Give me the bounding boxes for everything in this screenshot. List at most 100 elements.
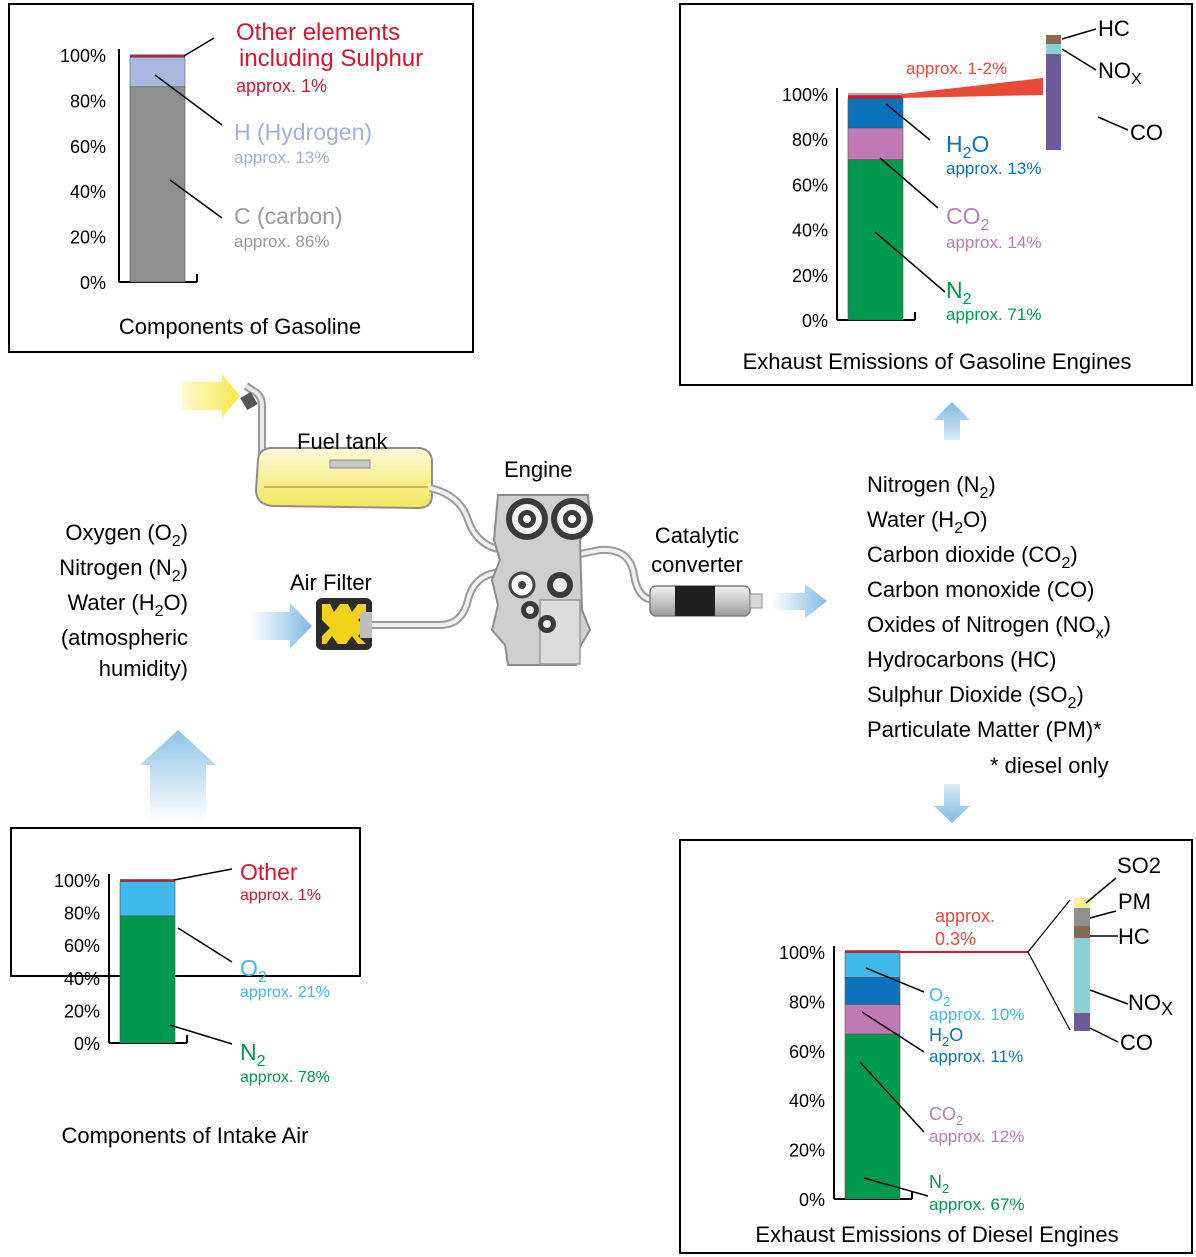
y-tick-label: 0% bbox=[74, 1034, 100, 1054]
fuel-in-arrow bbox=[182, 374, 240, 418]
intake-air-panel: 0% 20% 40% 60% 80% 100% Other approx. 1% O2 a… bbox=[10, 827, 361, 1148]
air-in-arrow bbox=[250, 603, 312, 649]
gasoline-exhaust-chart: 0% 20% 40% 60% 80% 100% bbox=[782, 85, 916, 331]
diesel-exhaust-panel: 0% 20% 40% 60% 80% 100% approx. 0.3% SO2 PM H… bbox=[679, 839, 1193, 1254]
fuel-tank-illustration bbox=[240, 382, 433, 510]
ge-n2-label: N2 bbox=[946, 277, 972, 308]
y-tick-label: 80% bbox=[64, 904, 100, 924]
y-tick-label: 40% bbox=[792, 221, 828, 241]
gas-other-note: approx. 1% bbox=[236, 76, 327, 96]
air-filter-label: Air Filter bbox=[290, 570, 372, 595]
engine-illustration bbox=[490, 494, 593, 666]
y-tick-label: 80% bbox=[789, 992, 825, 1012]
exhaust-nitrogen: Nitrogen (N2) bbox=[867, 472, 996, 502]
gas-carbon-label: C (carbon) bbox=[234, 203, 343, 229]
intake-humidity-2: humidity) bbox=[99, 656, 188, 681]
y-tick-label: 60% bbox=[792, 175, 828, 195]
bar-segment-o2 bbox=[844, 952, 901, 978]
exhaust-gases-list: Nitrogen (N2) Water (H2O) Carbon dioxide… bbox=[867, 472, 1111, 778]
intake-nitrogen: Nitrogen (N2) bbox=[59, 555, 188, 585]
gasoline-components-panel: 0% 20% 40% 60% 80% 100% Other elements includ… bbox=[8, 3, 474, 353]
intake-up-arrow bbox=[140, 730, 216, 822]
de-hc-label: HC bbox=[1118, 924, 1150, 949]
gasoline-components-chart: 0% 20% 40% 60% 80% 100% bbox=[60, 46, 198, 293]
cam-gear-left bbox=[506, 498, 548, 540]
bar-segment-co2 bbox=[847, 127, 904, 160]
gas-carbon-note: approx. 86% bbox=[234, 232, 329, 251]
gasoline-exhaust-panel: 0% 20% 40% 60% 80% 100% approx. 1-2% HC NOX C… bbox=[679, 3, 1193, 386]
exhaust-so2: Sulphur Dioxide (SO2) bbox=[867, 682, 1084, 712]
de-co-label: CO bbox=[1120, 1030, 1153, 1055]
y-tick-label: 0% bbox=[80, 273, 106, 293]
intake-air-chart: 0% 20% 40% 60% 80% 100% bbox=[54, 871, 188, 1054]
bar-segment-h2o bbox=[844, 977, 901, 1005]
ge-co-label: CO bbox=[1130, 120, 1163, 145]
de-approx-2: 0.3% bbox=[935, 929, 976, 949]
bar-segment-other bbox=[848, 95, 903, 99]
de-h2o-label: H2O bbox=[929, 1025, 963, 1049]
air-filter-illustration bbox=[316, 598, 372, 650]
cam-gear-right bbox=[551, 498, 593, 540]
de-co2-label: CO2 bbox=[929, 1104, 963, 1128]
intake-oxygen: Oxygen (O2) bbox=[65, 520, 188, 550]
exhaust-pm: Particulate Matter (PM)* bbox=[867, 717, 1102, 742]
y-tick-label: 20% bbox=[70, 228, 106, 248]
y-tick-label: 60% bbox=[64, 936, 100, 956]
ge-co2-label: CO2 bbox=[946, 203, 990, 234]
ge-h2o-note: approx. 13% bbox=[946, 159, 1041, 178]
ge-nox-label: NOX bbox=[1098, 58, 1142, 88]
gas-exhaust-zoom-wedge bbox=[902, 78, 1043, 98]
gas-other-label-2: including Sulphur bbox=[239, 45, 423, 72]
y-tick-label: 60% bbox=[789, 1042, 825, 1062]
ge-hc-label: HC bbox=[1098, 16, 1130, 41]
pipes bbox=[370, 484, 656, 629]
gas-other-label-1: Other elements bbox=[236, 19, 400, 46]
de-o2-note: approx. 10% bbox=[929, 1005, 1024, 1024]
bar-segment-other bbox=[130, 54, 185, 58]
intake-gases-list: Oxygen (O2) Nitrogen (N2) Water (H2O) (a… bbox=[59, 520, 188, 681]
exhaust-hc: Hydrocarbons (HC) bbox=[867, 647, 1057, 672]
bar-segment-h2o bbox=[847, 98, 904, 129]
exhaust-diesel-note: * diesel only bbox=[990, 753, 1109, 778]
ge-n2-note: approx. 71% bbox=[946, 305, 1041, 324]
exhaust-co2: Carbon dioxide (CO2) bbox=[867, 542, 1078, 572]
y-tick-label: 40% bbox=[70, 182, 106, 202]
exhaust-up-arrow bbox=[934, 402, 970, 440]
y-tick-label: 80% bbox=[70, 91, 106, 111]
y-tick-label: 20% bbox=[792, 266, 828, 286]
engine-label: Engine bbox=[504, 457, 573, 482]
exhaust-co: Carbon monoxide (CO) bbox=[867, 577, 1094, 602]
bar-segment-n2 bbox=[844, 1033, 901, 1200]
y-tick-label: 20% bbox=[789, 1141, 825, 1161]
de-nox-label: NOX bbox=[1128, 990, 1173, 1019]
de-pm-label: PM bbox=[1118, 889, 1151, 914]
gas-exhaust-breakdown-bar bbox=[1046, 35, 1061, 150]
y-tick-label: 60% bbox=[70, 137, 106, 157]
ia-other-label: Other bbox=[240, 859, 298, 885]
y-tick-label: 40% bbox=[789, 1091, 825, 1111]
diesel-exhaust-chart: 0% 20% 40% 60% 80% 100% bbox=[779, 943, 913, 1210]
ia-other-note: approx. 1% bbox=[240, 887, 321, 904]
bar-segment-o2 bbox=[119, 881, 176, 917]
y-tick-label: 0% bbox=[802, 311, 828, 331]
catalytic-label-1: Catalytic bbox=[655, 523, 739, 548]
gas-hydrogen-note: approx. 13% bbox=[234, 148, 329, 167]
exhaust-water: Water (H2O) bbox=[867, 507, 988, 537]
ia-chart-title: Components of Intake Air bbox=[61, 1123, 308, 1148]
de-n2-note: approx. 67% bbox=[929, 1195, 1024, 1214]
ia-n2-label: N2 bbox=[240, 1039, 266, 1070]
y-tick-label: 0% bbox=[799, 1190, 825, 1210]
catalytic-converter-illustration bbox=[649, 585, 763, 617]
y-tick-label: 100% bbox=[54, 871, 100, 891]
de-o2-label: O2 bbox=[929, 985, 950, 1009]
de-co2-note: approx. 12% bbox=[929, 1127, 1024, 1146]
ge-h2o-label: H2O bbox=[946, 131, 989, 162]
ge-chart-title: Exhaust Emissions of Gasoline Engines bbox=[743, 349, 1132, 374]
y-tick-label: 80% bbox=[792, 130, 828, 150]
y-tick-label: 100% bbox=[60, 46, 106, 66]
de-so2-label: SO2 bbox=[1117, 853, 1161, 878]
fuel-tank-label: Fuel tank bbox=[297, 429, 388, 454]
y-tick-label: 40% bbox=[64, 969, 100, 989]
intake-water: Water (H2O) bbox=[67, 590, 188, 620]
